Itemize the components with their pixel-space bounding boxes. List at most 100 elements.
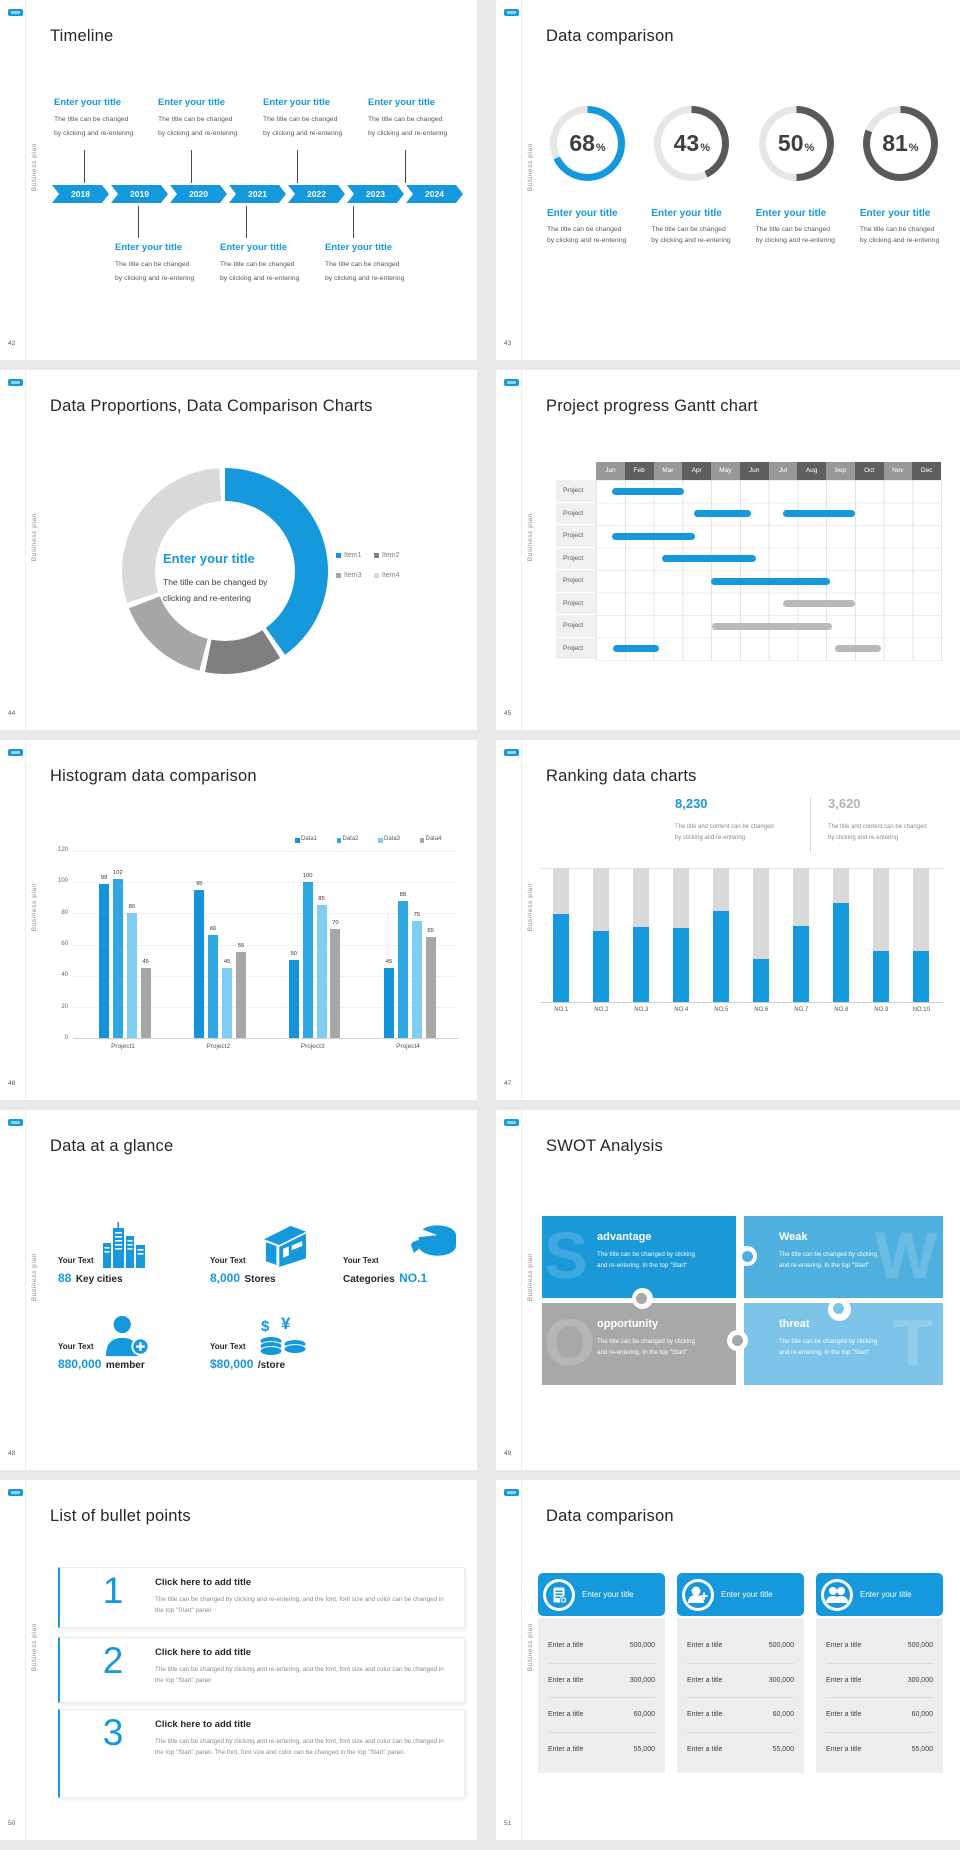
stat-number: 880,000: [58, 1357, 102, 1371]
slide-46-histogram[interactable]: Histogram data comparison Business plan 4…: [0, 740, 477, 1100]
data-row: Enter a title 60,000: [826, 1697, 933, 1732]
puzzle-knob: [636, 1293, 647, 1304]
ring-caption-desc: The title can be changed: [547, 226, 622, 233]
timeline-entry-title: Enter your title: [325, 242, 393, 253]
bar-value-label: 70: [332, 919, 339, 926]
category-label: NO.7: [794, 1007, 809, 1013]
slide-51-data-tables[interactable]: Data comparison Business plan 51 Enter you…: [496, 1480, 960, 1840]
bar-value-label: 99: [100, 874, 108, 881]
page-title: Histogram data comparison: [50, 767, 257, 785]
city-buildings-icon: [103, 1222, 145, 1268]
page-number: 50: [8, 1820, 16, 1827]
bar-value-label: 75: [413, 912, 421, 919]
row-label: Enter a title: [548, 1711, 584, 1719]
timeline-entry-desc: by clicking and re-entering: [220, 274, 300, 282]
bar-value-label: 55: [237, 943, 245, 950]
sidebar-label: Business plan: [31, 1623, 38, 1672]
legend-swatch: [336, 838, 341, 843]
timeline-connector: [191, 150, 192, 183]
swot-desc-line: and re-entering. In the top "Start": [597, 1261, 688, 1269]
category-label: NO.8: [834, 1007, 849, 1013]
slide-47-ranking[interactable]: Ranking data charts 8,230 The title and …: [496, 740, 960, 1100]
slide-42-timeline[interactable]: Timeline Business plan 42 Enter your title…: [0, 0, 477, 360]
ranking-bar-fill: [713, 910, 730, 1002]
stat-label: Your Text: [210, 1256, 246, 1265]
timeline-entry-desc: by clicking and re-entering: [54, 129, 134, 137]
sidebar-divider: [25, 0, 26, 360]
ring-caption-title: Enter your title: [755, 208, 827, 219]
stat-desc: by clicking and re-entering: [828, 834, 899, 841]
sidebar-label: Business plan: [31, 513, 38, 562]
row-value: 60,000: [633, 1711, 655, 1719]
ring-caption-desc: by clicking and re-entering: [547, 237, 627, 244]
category-label: NO.10: [912, 1007, 930, 1013]
gantt-month-header: Jun: [739, 462, 769, 480]
gantt-bar: [834, 645, 881, 652]
histogram-bar: [330, 928, 341, 1039]
ring-caption-title: Enter your title: [859, 208, 931, 219]
gantt-row-label: Project: [556, 570, 596, 593]
donut-center-title: Enter your title: [163, 551, 255, 566]
page-number: 49: [504, 1450, 512, 1457]
swot-desc-line: The title can be changed by clicking: [597, 1338, 696, 1345]
donut-gauge-value: 43%: [673, 130, 710, 156]
gantt-row-label: Project: [556, 525, 596, 548]
category-label: NO.4: [674, 1007, 689, 1013]
page-title: SWOT Analysis: [546, 1137, 663, 1155]
gridline: [73, 881, 458, 883]
swot-weakness-piece: W Weak The title can be changed by click…: [744, 1216, 943, 1298]
legend-swatch: [419, 838, 424, 843]
bullet-title: Click here to add title: [155, 1577, 252, 1588]
row-value: 500,000: [629, 1641, 655, 1649]
donut-gauge: 81%: [862, 106, 938, 181]
ring-caption-desc: The title can be changed: [651, 226, 726, 233]
bar-value-label: 45: [142, 958, 149, 965]
swot-desc-line: and re-entering. In the top "Start": [597, 1348, 688, 1356]
ranking-bar-track: [673, 868, 690, 1002]
ring-caption-title: Enter your title: [651, 208, 722, 219]
histogram-bar: [425, 936, 436, 1039]
timeline-entry-desc: The title can be changed: [263, 116, 338, 123]
ring-caption-desc: The title can be changed: [859, 226, 935, 233]
sidebar-label: Business plan: [527, 1253, 534, 1302]
gantt-row-label: Project: [556, 480, 596, 503]
stat-label: Your Text: [210, 1342, 246, 1351]
slide-43-data-comparison[interactable]: Data comparison Business plan 43 68% Enter …: [496, 0, 960, 360]
row-label: Enter a title: [826, 1641, 862, 1649]
gridline: [73, 913, 458, 915]
category-label: NO.1: [554, 1007, 569, 1013]
row-value: 300,000: [907, 1676, 933, 1684]
gridline: [73, 1007, 458, 1009]
bar-value-label: 88: [399, 891, 407, 898]
gantt-month-header: Oct: [854, 462, 884, 480]
timeline-entry: Enter your title The title can be changed…: [115, 242, 211, 285]
bullet-number: 2: [102, 1640, 124, 1681]
stat-text: Key cities: [75, 1274, 123, 1285]
bullet-desc: The title can be changed by clicking and…: [155, 1738, 444, 1756]
sidebar-label: Business plan: [31, 143, 38, 192]
legend-label: Data2: [342, 836, 359, 842]
swot-letter: W: [874, 1218, 937, 1292]
row-value: 500,000: [907, 1641, 933, 1649]
legend-swatch: [336, 573, 341, 578]
gantt-row-label: Project: [556, 592, 596, 615]
timeline-entry-desc: The title can be changed: [54, 116, 129, 123]
swot-desc-line: The title can be changed by clicking: [597, 1251, 696, 1258]
slide-49-swot[interactable]: SWOT Analysis S advantage The title can …: [496, 1110, 960, 1470]
axis-tick-label: 60: [61, 941, 68, 947]
axis-tick-label: 40: [61, 972, 68, 979]
swot-quad-title: advantage: [597, 1231, 652, 1243]
ranking-bar-fill: [553, 913, 570, 1002]
slide-50-bullet-list[interactable]: List of bullet points 1 Click here to ad…: [0, 1480, 477, 1840]
coins-icon: $ ¥: [260, 1316, 307, 1356]
slide-48-data-at-a-glance[interactable]: Data at a glance Your Text 88 Key cities…: [0, 1110, 477, 1470]
sidebar-divider: [25, 740, 26, 1100]
sidebar-label: Business plan: [527, 513, 534, 562]
legend-label: Item2: [382, 552, 400, 559]
page-title: Ranking data charts: [546, 767, 697, 785]
slide-45-gantt-chart[interactable]: Project progress Gantt chart Business pl…: [496, 370, 960, 730]
ranking-bar-fill: [793, 925, 810, 1002]
gantt-bar: [693, 510, 752, 517]
gantt-month-header: May: [711, 462, 740, 480]
slide-44-data-proportions[interactable]: Data Proportions, Data Comparison Charts…: [0, 370, 477, 730]
